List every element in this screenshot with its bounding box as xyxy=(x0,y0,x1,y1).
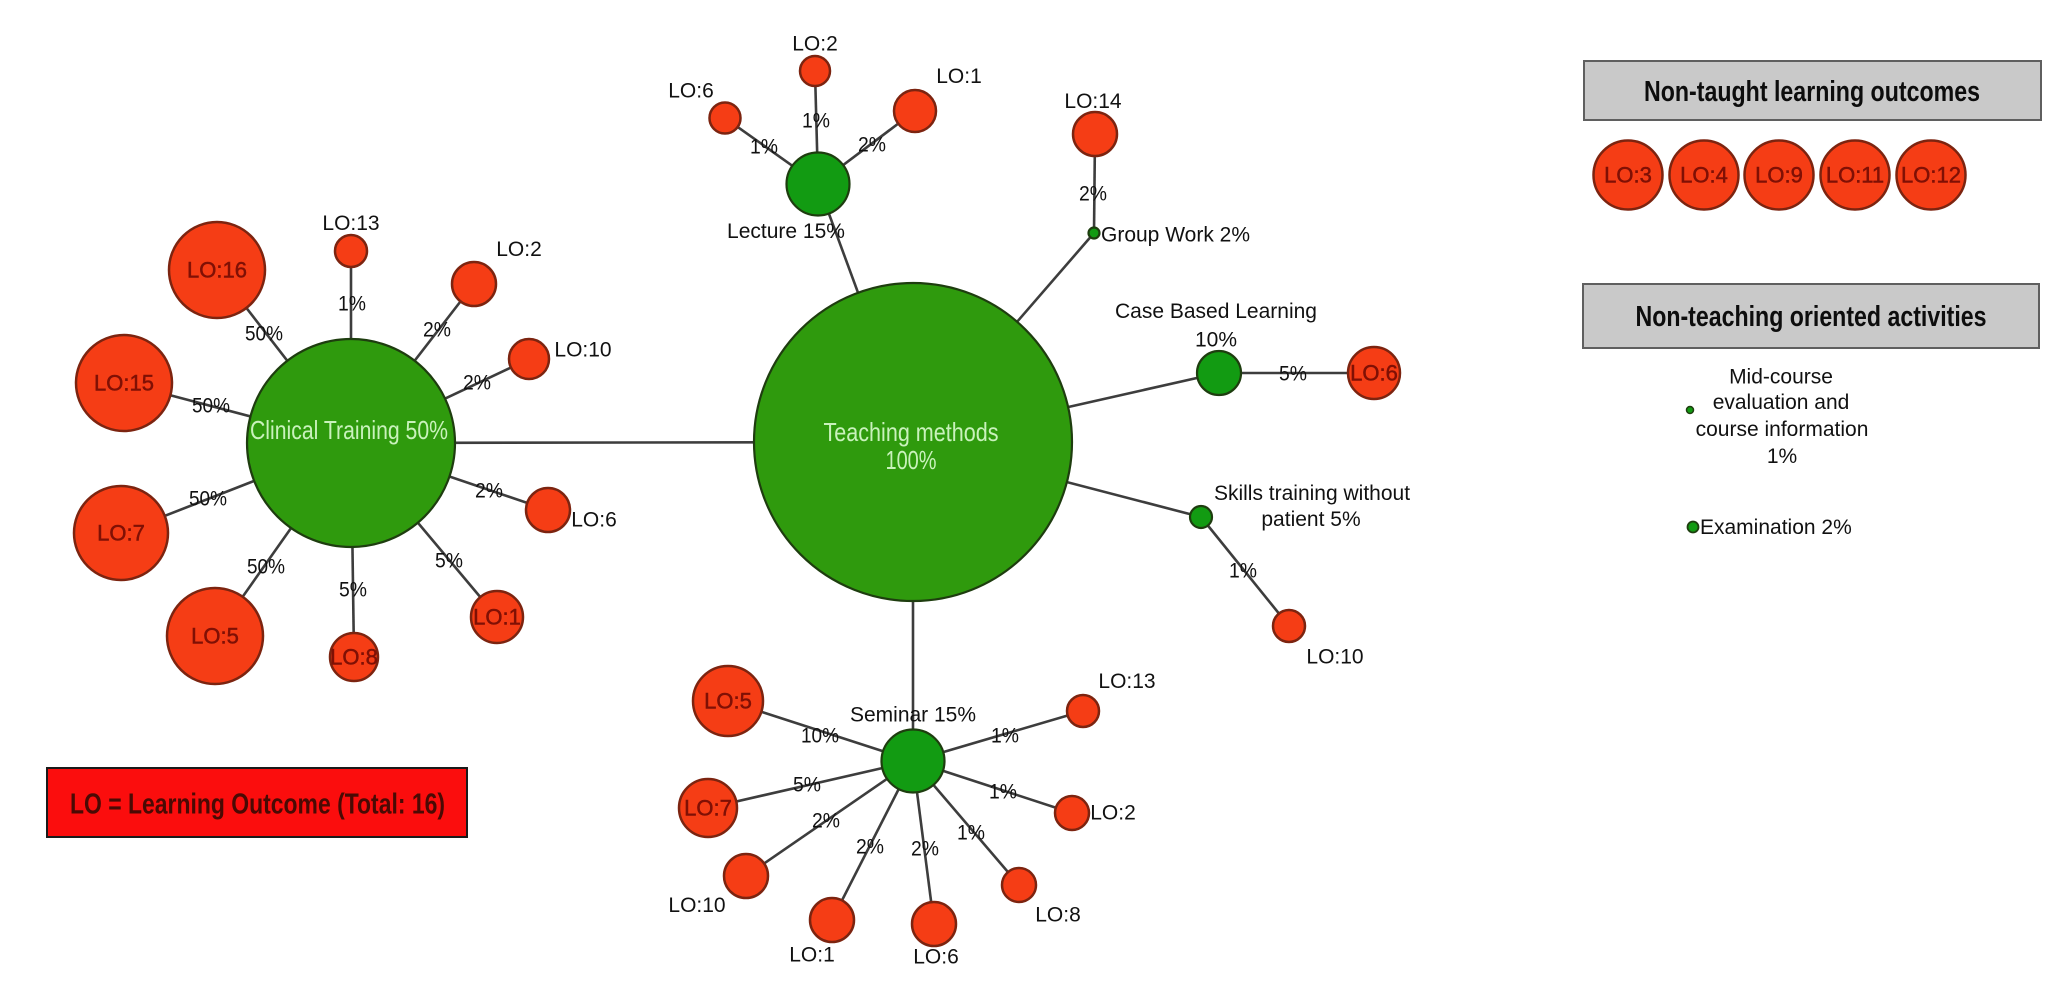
svg-text:LO:10: LO:10 xyxy=(554,339,611,362)
svg-text:50%: 50% xyxy=(189,488,227,511)
svg-text:1%: 1% xyxy=(802,110,830,133)
svg-text:Case Based Learning: Case Based Learning xyxy=(1115,300,1317,323)
svg-text:Group Work 2%: Group Work 2% xyxy=(1101,224,1250,247)
svg-text:50%: 50% xyxy=(192,395,230,418)
svg-text:LO:13: LO:13 xyxy=(1098,670,1155,693)
svg-text:Lecture 15%: Lecture 15% xyxy=(727,220,845,243)
svg-text:LO:7: LO:7 xyxy=(97,521,145,546)
svg-text:2%: 2% xyxy=(856,836,884,859)
svg-text:2%: 2% xyxy=(463,372,491,395)
svg-text:1%: 1% xyxy=(957,822,985,845)
svg-text:evaluation and: evaluation and xyxy=(1713,391,1850,414)
svg-text:LO:2: LO:2 xyxy=(1090,802,1136,825)
svg-text:2%: 2% xyxy=(475,480,503,503)
svg-text:Non-taught learning outcomes: Non-taught learning outcomes xyxy=(1644,76,1980,108)
svg-text:LO:10: LO:10 xyxy=(668,894,725,917)
svg-text:Skills training without: Skills training without xyxy=(1214,482,1410,505)
svg-text:LO:12: LO:12 xyxy=(1901,163,1961,188)
svg-text:50%: 50% xyxy=(245,323,283,346)
svg-text:Teaching methods: Teaching methods xyxy=(824,417,999,447)
svg-text:LO:1: LO:1 xyxy=(473,605,521,630)
svg-text:10%: 10% xyxy=(801,725,839,748)
svg-text:LO:1: LO:1 xyxy=(789,944,835,967)
svg-text:Mid-course: Mid-course xyxy=(1729,366,1833,389)
svg-text:LO:4: LO:4 xyxy=(1680,163,1728,188)
svg-text:Examination 2%: Examination 2% xyxy=(1700,516,1852,539)
svg-text:LO:8: LO:8 xyxy=(1035,904,1081,927)
svg-text:5%: 5% xyxy=(339,579,367,602)
svg-text:LO:6: LO:6 xyxy=(668,80,714,103)
svg-text:100%: 100% xyxy=(886,445,937,475)
svg-text:LO:13: LO:13 xyxy=(322,212,379,235)
svg-text:1%: 1% xyxy=(750,136,778,159)
svg-text:LO:3: LO:3 xyxy=(1604,163,1652,188)
svg-text:LO:8: LO:8 xyxy=(330,645,378,670)
svg-text:LO:5: LO:5 xyxy=(191,624,239,649)
svg-text:2%: 2% xyxy=(812,810,840,833)
svg-text:2%: 2% xyxy=(858,134,886,157)
svg-text:Non-teaching oriented activiti: Non-teaching oriented activities xyxy=(1636,301,1987,333)
svg-text:LO:9: LO:9 xyxy=(1755,163,1803,188)
svg-text:LO:1: LO:1 xyxy=(936,65,982,88)
svg-text:LO:16: LO:16 xyxy=(187,258,247,283)
svg-text:LO:6: LO:6 xyxy=(1350,361,1398,386)
svg-text:5%: 5% xyxy=(793,774,821,797)
svg-text:LO = Learning Outcome (Total:: LO = Learning Outcome (Total: 16) xyxy=(70,789,445,821)
svg-text:2%: 2% xyxy=(911,838,939,861)
svg-text:LO:2: LO:2 xyxy=(496,238,542,261)
svg-text:patient 5%: patient 5% xyxy=(1261,508,1360,531)
svg-text:5%: 5% xyxy=(1279,363,1307,386)
svg-text:LO:6: LO:6 xyxy=(913,946,959,969)
svg-text:Seminar 15%: Seminar 15% xyxy=(850,704,976,727)
svg-text:LO:7: LO:7 xyxy=(684,796,732,821)
svg-text:course information: course information xyxy=(1696,418,1869,441)
svg-text:1%: 1% xyxy=(338,293,366,316)
svg-text:50%: 50% xyxy=(247,556,285,579)
svg-text:2%: 2% xyxy=(423,319,451,342)
svg-text:2%: 2% xyxy=(1079,183,1107,206)
svg-text:LO:6: LO:6 xyxy=(571,509,617,532)
svg-text:1%: 1% xyxy=(991,725,1019,748)
svg-text:LO:14: LO:14 xyxy=(1064,90,1122,113)
svg-text:5%: 5% xyxy=(435,550,463,573)
svg-text:LO:5: LO:5 xyxy=(704,689,752,714)
svg-text:1%: 1% xyxy=(1767,445,1797,468)
svg-text:LO:10: LO:10 xyxy=(1306,646,1363,669)
svg-text:LO:15: LO:15 xyxy=(94,371,154,396)
svg-text:1%: 1% xyxy=(1229,560,1257,583)
svg-text:10%: 10% xyxy=(1195,329,1237,352)
svg-text:1%: 1% xyxy=(989,781,1017,804)
svg-text:LO:11: LO:11 xyxy=(1826,163,1884,188)
svg-text:LO:2: LO:2 xyxy=(792,33,838,56)
svg-text:Clinical Training 50%: Clinical Training 50% xyxy=(250,415,448,445)
